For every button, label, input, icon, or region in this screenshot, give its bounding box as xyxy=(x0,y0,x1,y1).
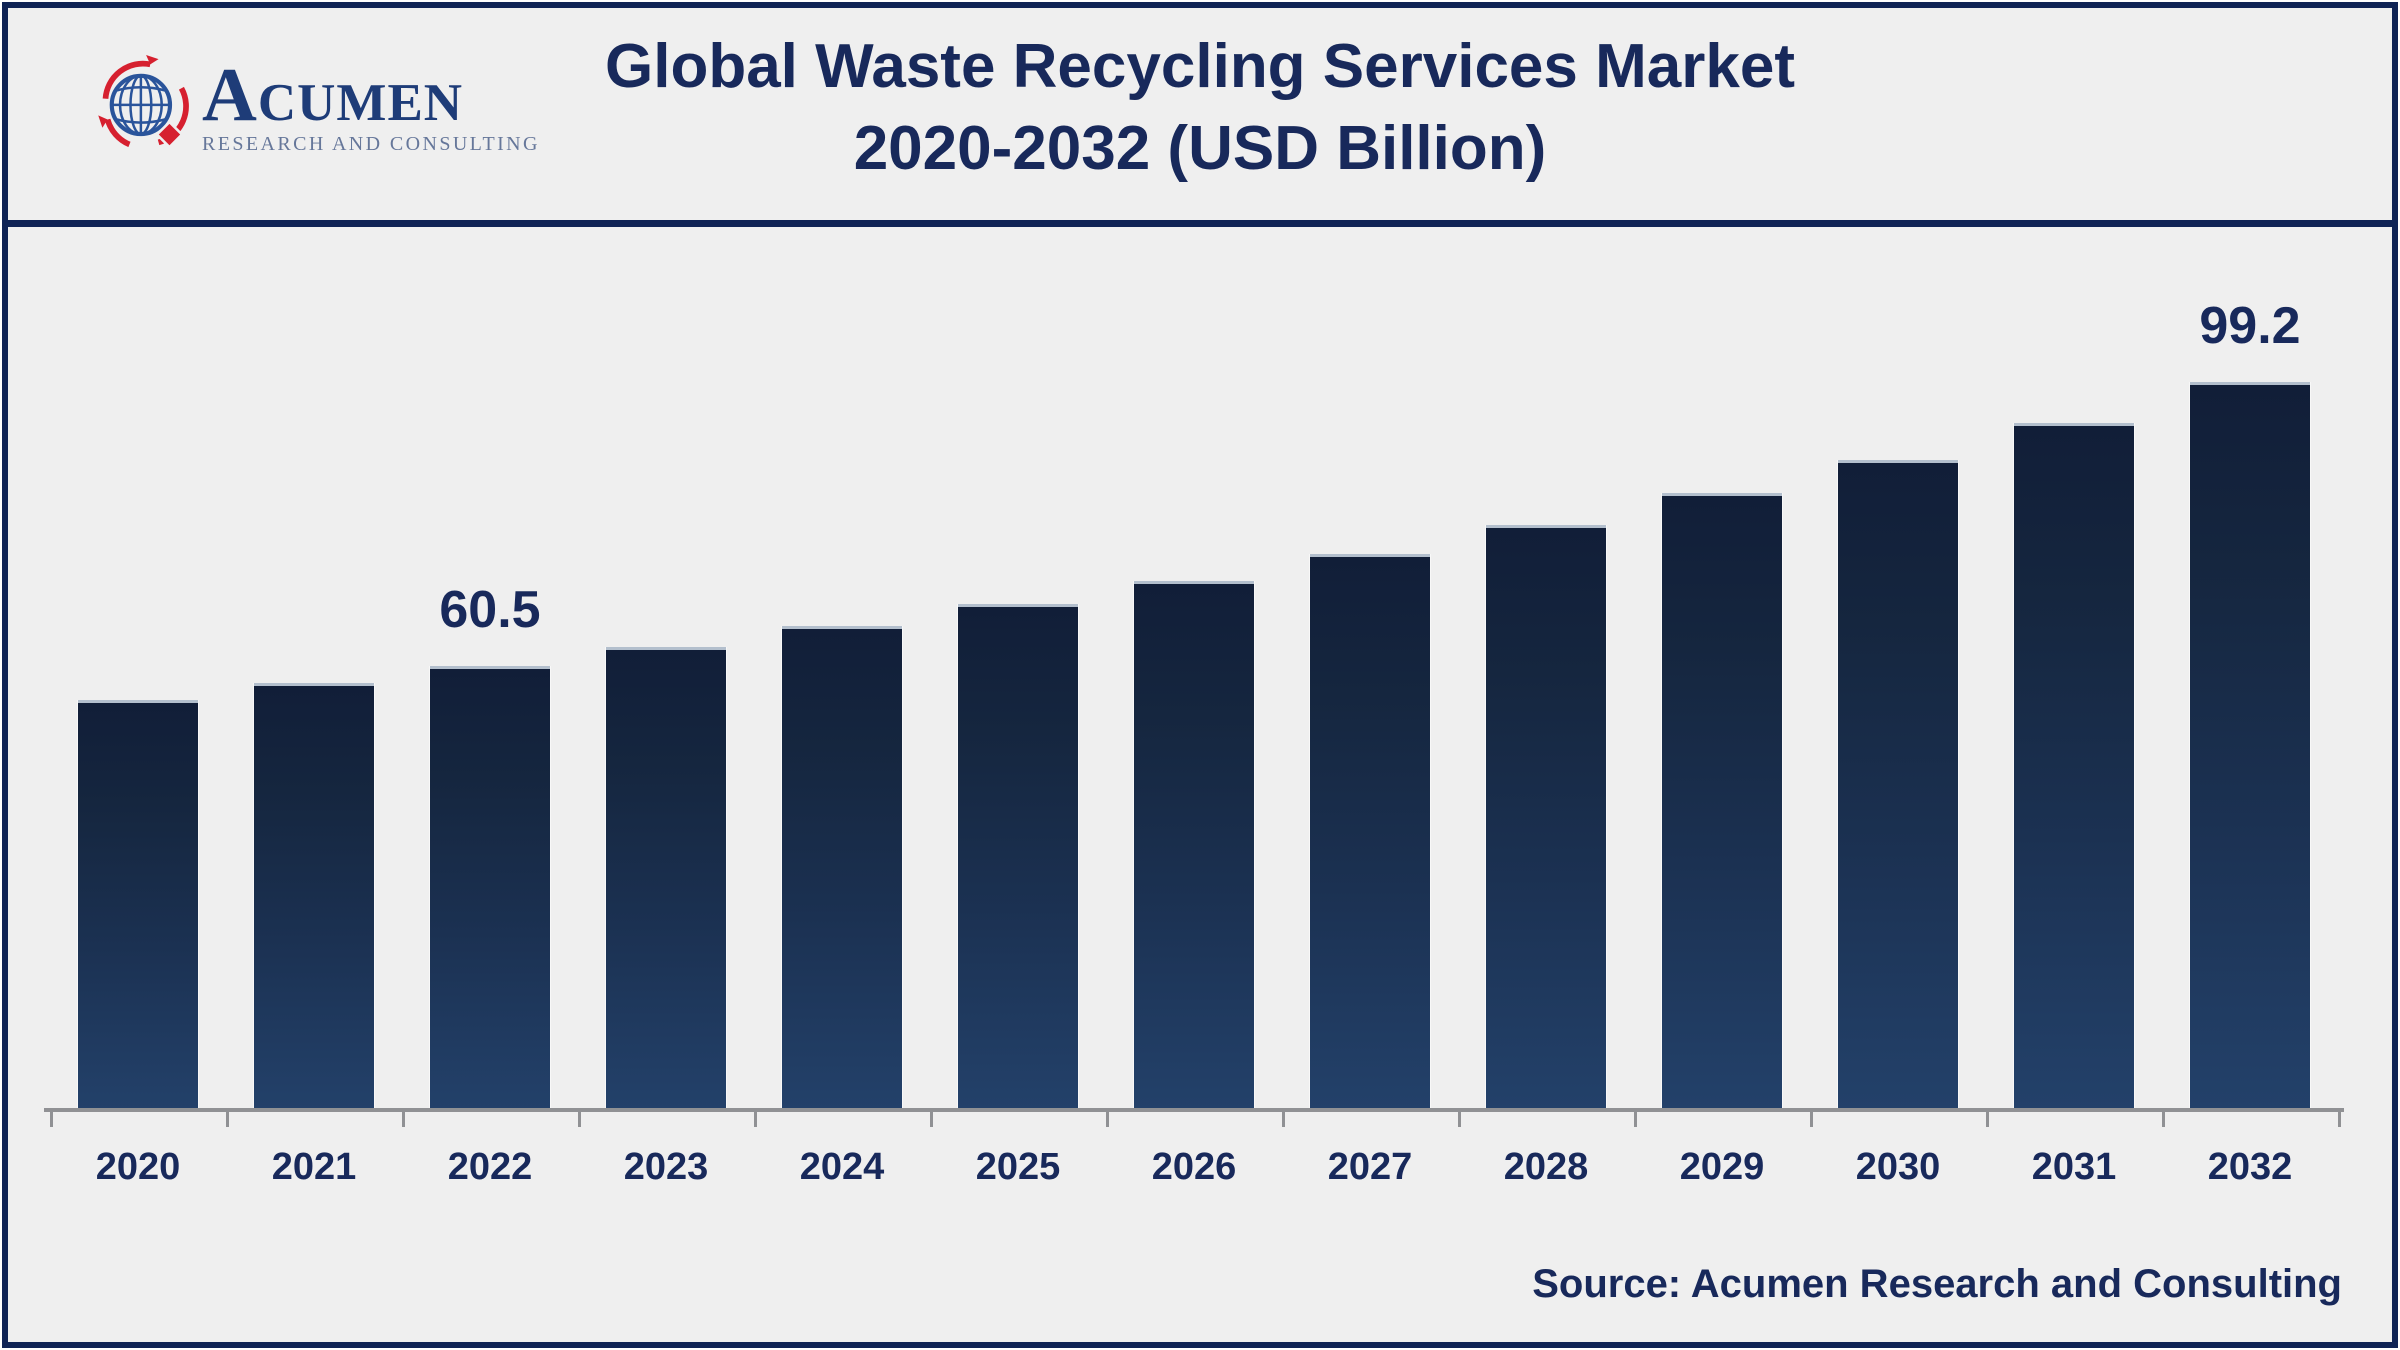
x-axis-label-2030: 2030 xyxy=(1855,1146,1941,1188)
x-axis-label-2032: 2032 xyxy=(2207,1146,2293,1188)
bar-column-2024 xyxy=(754,240,930,1110)
axis-tick xyxy=(402,1112,405,1127)
bar-column-2032: 99.2 xyxy=(2162,240,2338,1110)
x-axis-label-2023: 2023 xyxy=(623,1146,709,1188)
chart-title-line2: 2020-2032 (USD Billion) xyxy=(853,114,1547,183)
axis-tick xyxy=(1986,1112,1989,1127)
bar-column-2026 xyxy=(1106,240,1282,1110)
bar-column-2031 xyxy=(1986,240,2162,1110)
x-axis-label-2026: 2026 xyxy=(1151,1146,1237,1188)
axis-tick xyxy=(2338,1112,2341,1127)
bar-2023 xyxy=(606,647,726,1110)
bar-2027 xyxy=(1310,554,1430,1110)
x-axis-label-2025: 2025 xyxy=(975,1146,1061,1188)
bar-column-2029 xyxy=(1634,240,1810,1110)
bar-2021 xyxy=(254,683,374,1110)
bar-column-2020 xyxy=(50,240,226,1110)
bar-column-2023 xyxy=(578,240,754,1110)
x-axis-label-2028: 2028 xyxy=(1503,1146,1589,1188)
axis-tick xyxy=(754,1112,757,1127)
bar-column-2022: 60.5 xyxy=(402,240,578,1110)
header-divider xyxy=(2,220,2398,227)
bars-area: 60.5 99.2 xyxy=(50,240,2338,1110)
bar-2022 xyxy=(430,666,550,1110)
x-axis-label-2024: 2024 xyxy=(799,1146,885,1188)
bar-2029 xyxy=(1662,493,1782,1110)
bar-column-2027 xyxy=(1282,240,1458,1110)
axis-tick xyxy=(1634,1112,1637,1127)
bar-2025 xyxy=(958,604,1078,1110)
bar-column-2030 xyxy=(1810,240,1986,1110)
x-axis-label-2020: 2020 xyxy=(95,1146,181,1188)
chart-title: Global Waste Recycling Services Market 2… xyxy=(0,26,2400,190)
axis-tick xyxy=(50,1112,53,1127)
bar-column-2028 xyxy=(1458,240,1634,1110)
source-attribution: Source: Acumen Research and Consulting xyxy=(1532,1262,2342,1306)
x-axis-label-2029: 2029 xyxy=(1679,1146,1765,1188)
x-axis-label-2027: 2027 xyxy=(1327,1146,1413,1188)
bar-2032 xyxy=(2190,382,2310,1110)
axis-tick xyxy=(1810,1112,1813,1127)
axis-tick xyxy=(226,1112,229,1127)
bar-value-label-2032: 99.2 xyxy=(2199,297,2301,355)
bar-2031 xyxy=(2014,423,2134,1110)
axis-ticks xyxy=(0,1112,2400,1128)
axis-tick xyxy=(2162,1112,2165,1127)
x-axis-label-2022: 2022 xyxy=(447,1146,533,1188)
bar-2024 xyxy=(782,626,902,1110)
x-axis-line xyxy=(44,1108,2344,1112)
bar-2030 xyxy=(1838,460,1958,1110)
globe-icon xyxy=(98,55,189,149)
logo-wordmark: Acumen xyxy=(202,53,464,137)
axis-tick xyxy=(1458,1112,1461,1127)
chart-title-line1: Global Waste Recycling Services Market xyxy=(605,32,1795,101)
x-axis-label-2021: 2021 xyxy=(271,1146,357,1188)
bar-2028 xyxy=(1486,525,1606,1110)
acumen-logo: Acumen RESEARCH AND CONSULTING xyxy=(92,52,540,162)
bar-2020 xyxy=(78,700,198,1110)
axis-tick xyxy=(578,1112,581,1127)
axis-tick xyxy=(1106,1112,1109,1127)
bar-value-label-2022: 60.5 xyxy=(439,581,541,639)
logo-tagline: RESEARCH AND CONSULTING xyxy=(202,133,540,155)
logo-text: Acumen RESEARCH AND CONSULTING xyxy=(202,53,540,156)
bar-column-2025 xyxy=(930,240,1106,1110)
axis-tick xyxy=(930,1112,933,1127)
axis-tick xyxy=(1282,1112,1285,1127)
bar-column-2021 xyxy=(226,240,402,1110)
x-axis-labels: 2020 2021 2022 2023 2024 2025 2026 2027 2028 2029… xyxy=(50,1146,2338,1189)
x-axis-label-2031: 2031 xyxy=(2031,1146,2117,1188)
bar-2026 xyxy=(1134,581,1254,1110)
